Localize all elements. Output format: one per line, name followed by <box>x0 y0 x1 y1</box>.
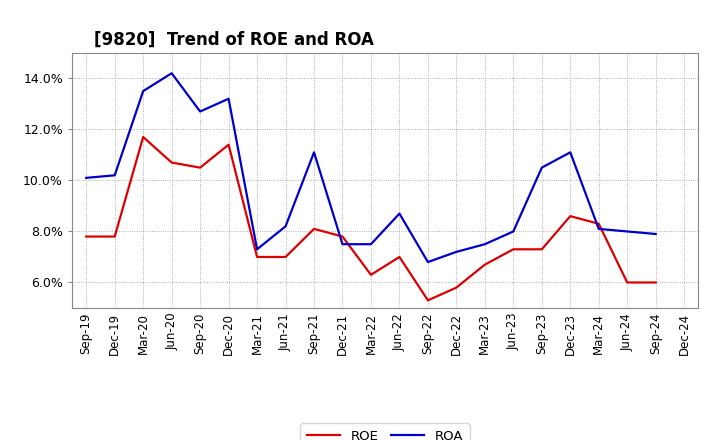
ROE <box>652 280 660 285</box>
ROE <box>338 234 347 239</box>
ROA <box>652 231 660 237</box>
ROA <box>253 247 261 252</box>
ROA <box>509 229 518 234</box>
ROA <box>395 211 404 216</box>
ROA <box>196 109 204 114</box>
ROE <box>253 254 261 260</box>
ROA <box>537 165 546 170</box>
ROE <box>282 254 290 260</box>
ROA <box>310 150 318 155</box>
ROE <box>167 160 176 165</box>
ROA <box>282 224 290 229</box>
ROE <box>139 134 148 139</box>
ROE <box>452 285 461 290</box>
ROA <box>167 70 176 76</box>
ROA <box>595 226 603 231</box>
ROA <box>139 88 148 94</box>
ROE <box>110 234 119 239</box>
ROE <box>595 221 603 227</box>
ROE <box>366 272 375 278</box>
ROE <box>196 165 204 170</box>
ROA <box>623 229 631 234</box>
ROE <box>509 247 518 252</box>
ROE <box>423 298 432 303</box>
ROA <box>110 172 119 178</box>
ROE <box>82 234 91 239</box>
Text: [9820]  Trend of ROE and ROA: [9820] Trend of ROE and ROA <box>94 31 374 49</box>
ROA <box>566 150 575 155</box>
ROA <box>452 249 461 254</box>
ROE <box>310 226 318 231</box>
ROA <box>82 175 91 180</box>
Line: ROE: ROE <box>86 137 656 301</box>
ROA <box>423 260 432 265</box>
ROE <box>623 280 631 285</box>
Legend: ROE, ROA: ROE, ROA <box>300 423 470 440</box>
ROE <box>480 262 489 267</box>
ROA <box>225 96 233 101</box>
ROE <box>566 213 575 219</box>
Line: ROA: ROA <box>86 73 656 262</box>
ROA <box>338 242 347 247</box>
ROE <box>225 142 233 147</box>
ROE <box>537 247 546 252</box>
ROA <box>366 242 375 247</box>
ROA <box>480 242 489 247</box>
ROE <box>395 254 404 260</box>
